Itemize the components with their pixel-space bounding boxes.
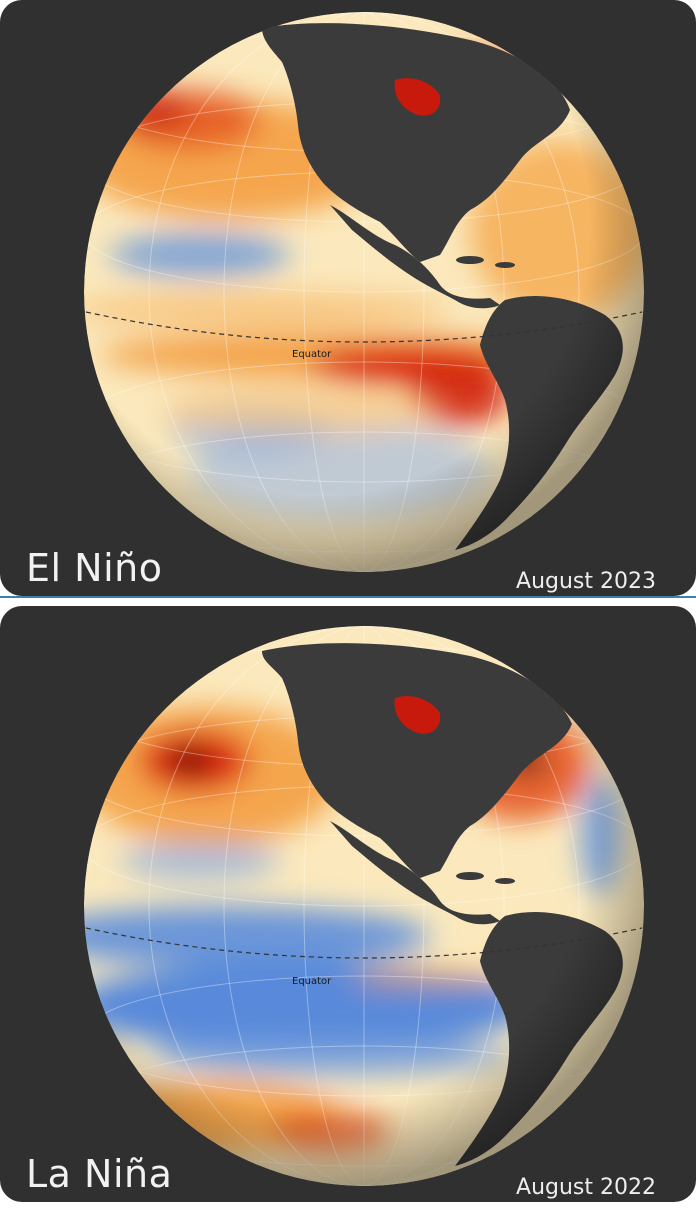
la-nina-title: La Niña — [26, 1152, 173, 1196]
el-nino-globe — [84, 12, 644, 572]
el-nino-equator-label: Equator — [292, 349, 332, 360]
la-nina-date: August 2022 — [516, 1175, 656, 1200]
la-nina-equator-label: Equator — [292, 976, 332, 987]
la-nina-globe — [84, 626, 644, 1186]
el-nino-globe-map: Equator — [84, 12, 644, 572]
el-nino-panel: Equator El Niño August 2023 — [0, 0, 696, 596]
panel-divider — [0, 596, 696, 606]
el-nino-title: El Niño — [26, 546, 163, 590]
el-nino-date: August 2023 — [516, 569, 656, 594]
la-nina-globe-map: Equator — [84, 626, 644, 1186]
la-nina-equator-line — [85, 927, 643, 959]
la-nina-panel: Equator La Niña August 2022 — [0, 606, 696, 1202]
el-nino-equator-line — [85, 311, 643, 343]
